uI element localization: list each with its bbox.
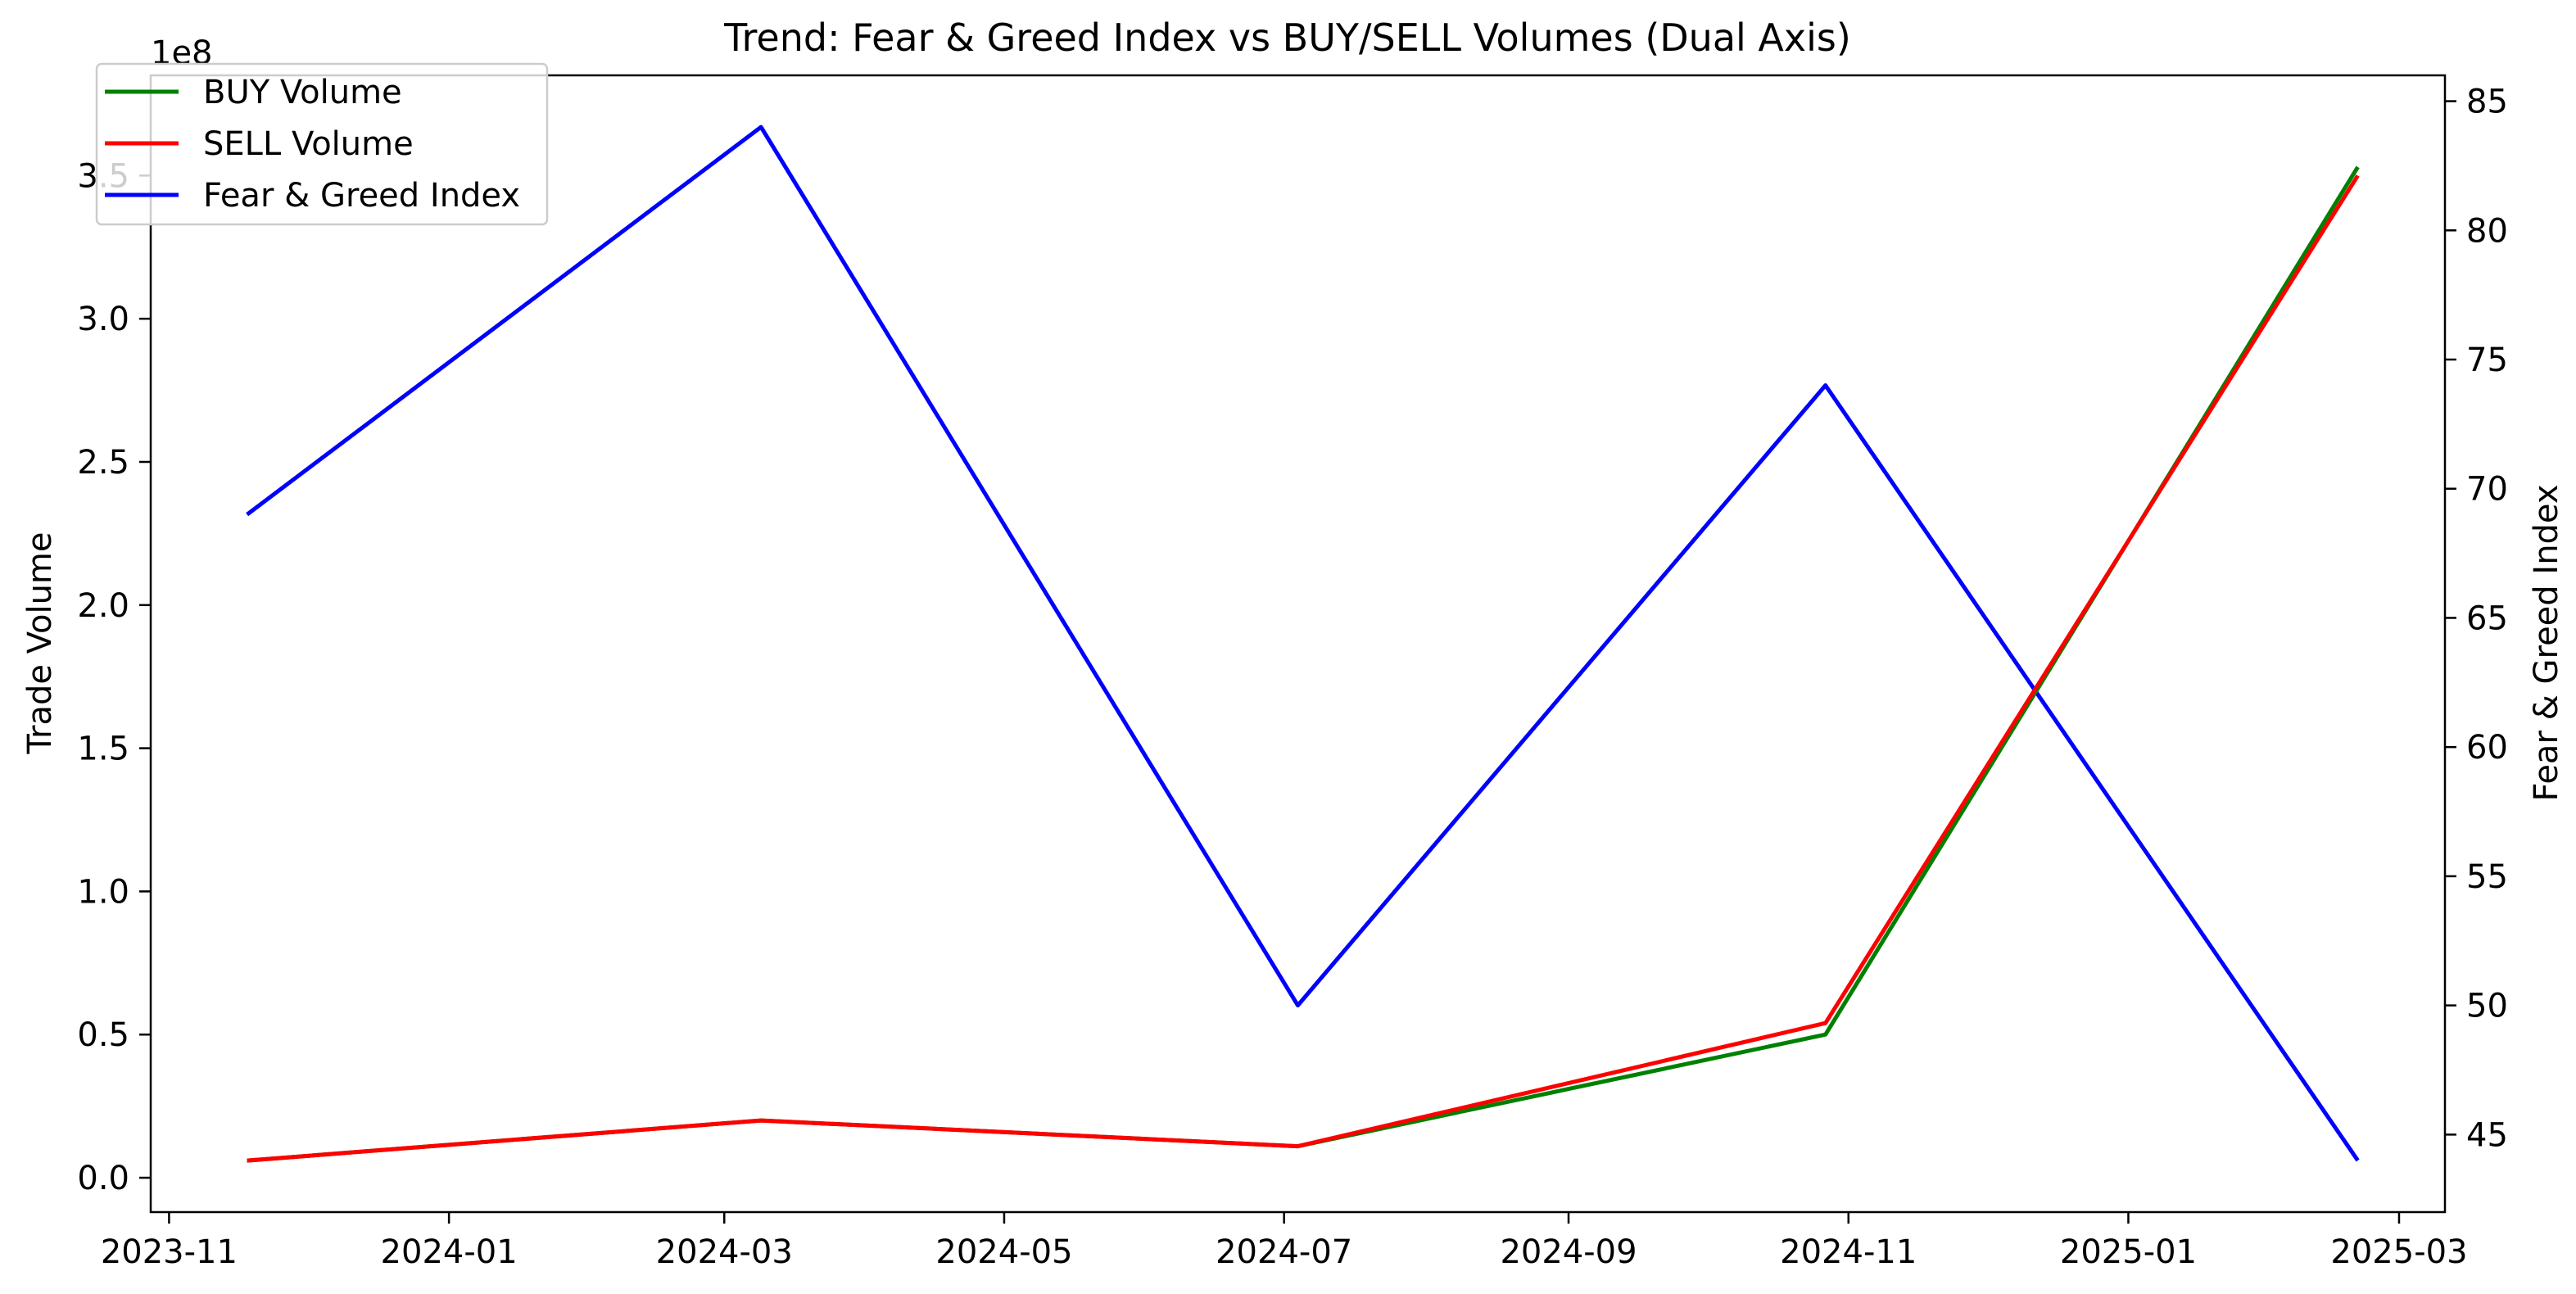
right-y-tick-label: 50 <box>2466 988 2508 1025</box>
plot-frame <box>149 74 2447 1214</box>
axes-frame <box>149 74 2447 1214</box>
x-tick-label: 2024-09 <box>1500 1233 1637 1271</box>
x-tick-label: 2024-05 <box>935 1233 1072 1271</box>
left-y-tick-label: 2.0 <box>77 587 129 625</box>
left-y-tick-label: 0.0 <box>77 1160 129 1197</box>
series-layer <box>246 124 2360 1163</box>
legend-label-buy: BUY Volume <box>203 74 402 111</box>
left-y-tick-label: 1.0 <box>77 873 129 911</box>
right-axis-title: Fear & Greed Index <box>2528 484 2565 801</box>
left-axis-title: Trade Volume <box>21 532 59 755</box>
right-y-tick-label: 65 <box>2466 599 2508 637</box>
chart-title: Trend: Fear & Greed Index vs BUY/SELL Vo… <box>723 16 1851 60</box>
legend: BUY Volume SELL Volume Fear & Greed Inde… <box>95 62 549 226</box>
x-tick-label: 2024-01 <box>381 1233 518 1271</box>
legend-label-sell: SELL Volume <box>203 125 414 163</box>
series-line-fear-greed-index <box>246 124 2360 1162</box>
x-tick-label: 2024-03 <box>656 1233 793 1271</box>
x-tick-label: 2025-01 <box>2060 1233 2197 1271</box>
right-y-tick-label: 70 <box>2466 471 2508 509</box>
right-y-tick-label: 55 <box>2466 858 2508 896</box>
left-y-tick-label: 0.5 <box>77 1016 129 1054</box>
left-y-tick-label: 3.0 <box>77 301 129 338</box>
left-y-tick-label: 1.5 <box>77 731 129 768</box>
right-y-tick-label: 75 <box>2466 342 2508 379</box>
legend-label-fear-greed: Fear & Greed Index <box>203 177 520 215</box>
axes-ticks: 2023-11 2024-01 2024-03 2024-05 2024-07 2024-… <box>77 84 2508 1271</box>
right-y-tick-label: 85 <box>2466 84 2508 121</box>
x-tick-label: 2024-07 <box>1216 1233 1352 1271</box>
x-tick-label: 2025-03 <box>2330 1233 2467 1271</box>
legend-box <box>95 62 549 226</box>
x-tick-label: 2024-11 <box>1780 1233 1917 1271</box>
left-y-tick-label: 2.5 <box>77 444 129 482</box>
series-line-sell-volume <box>247 174 2360 1163</box>
right-y-tick-label: 45 <box>2466 1116 2508 1154</box>
right-y-tick-label: 80 <box>2466 212 2508 250</box>
x-tick-label: 2023-11 <box>101 1233 238 1271</box>
series-line-buy-volume <box>247 165 2360 1163</box>
right-y-tick-label: 60 <box>2466 729 2508 767</box>
